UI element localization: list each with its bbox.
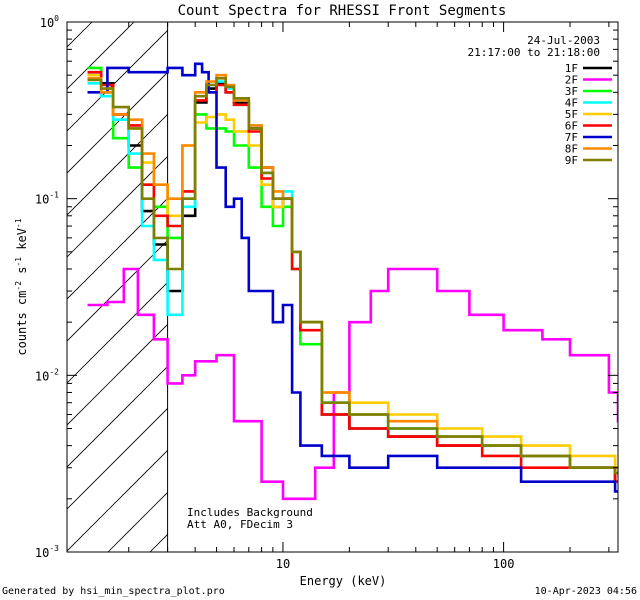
y-tick-label: 10-3 — [35, 544, 59, 560]
hatch-line — [67, 155, 168, 258]
y-tick-label: 100 — [40, 14, 59, 30]
timestamp-label: 10-Apr-2023 04:56 — [535, 586, 637, 597]
x-tick-label: 100 — [493, 557, 515, 571]
y-axis-label: counts cm-2 s-1 keV-1 — [14, 218, 29, 355]
chart-title: Count Spectra for RHESSI Front Segments — [178, 3, 507, 19]
background-note: Includes Background — [187, 506, 313, 519]
hatch-line — [67, 197, 168, 300]
legend-label-3F: 3F — [565, 85, 578, 98]
legend-label-5F: 5F — [565, 108, 578, 121]
plot-frame — [66, 21, 619, 553]
legend-label-1F: 1F — [565, 62, 578, 75]
hatch-line — [67, 365, 168, 468]
generated-by-label: Generated by hsi_min_spectra_plot.pro — [2, 586, 225, 597]
legend-label-4F: 4F — [565, 97, 578, 110]
hatch-line — [67, 407, 168, 510]
legend-label-6F: 6F — [565, 120, 578, 133]
hatched-region — [0, 22, 168, 552]
hatch-line — [67, 29, 168, 132]
legend-label-2F: 2F — [565, 74, 578, 87]
y-tick-label: 10-2 — [35, 367, 59, 383]
hatch-line — [67, 71, 168, 174]
hatch-line — [0, 22, 50, 552]
hatch-line — [67, 113, 168, 216]
series-line-7F — [87, 62, 618, 493]
series-line-9F — [87, 77, 618, 475]
x-axis-label: Energy (keV) — [300, 574, 387, 588]
legend-label-7F: 7F — [565, 131, 578, 144]
hatch-line — [67, 449, 168, 552]
hatch-line — [67, 281, 168, 384]
hatch-line — [67, 239, 168, 342]
date-label: 24-Jul-2003 — [527, 34, 600, 47]
time-range-label: 21:17:00 to 21:18:00 — [468, 46, 600, 59]
attenuator-note: Att A0, FDecim 3 — [187, 518, 293, 531]
series-line-2F — [87, 267, 618, 501]
legend-label-9F: 9F — [565, 154, 578, 167]
legend-label-8F: 8F — [565, 143, 578, 156]
x-tick-label: 10 — [276, 557, 290, 571]
hatch-line — [107, 491, 168, 552]
series-line-5F — [87, 73, 618, 469]
y-tick-label: 10-1 — [35, 191, 59, 207]
